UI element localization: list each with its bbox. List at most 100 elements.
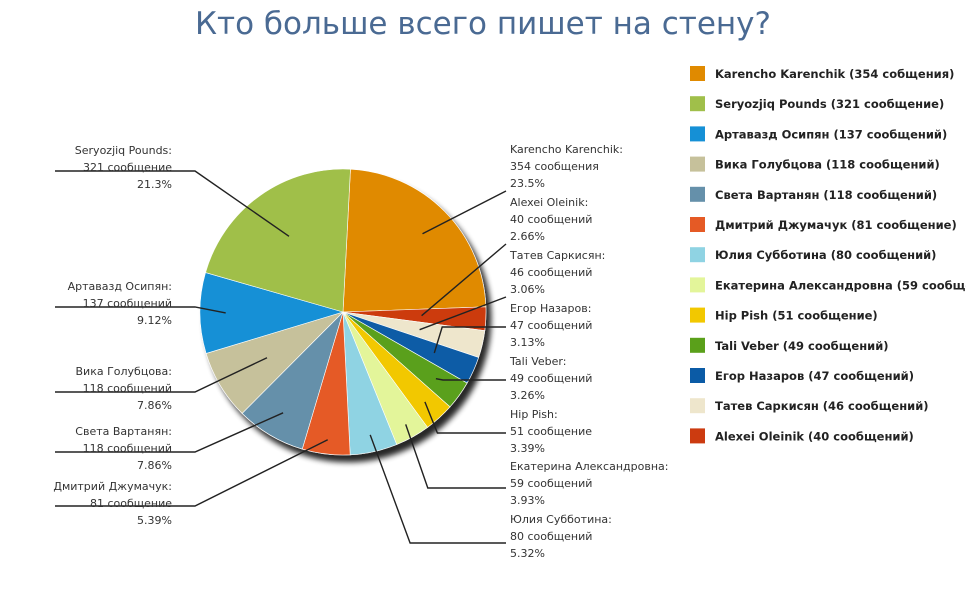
data-label-slice-12: Артавазд Осипян: 137 сообщений 9.12% [68,280,172,327]
data-label-value_label: 49 сообщений [510,372,592,385]
data-label-slice-4: Егор Назаров: 47 сообщений 3.13% [510,302,592,349]
data-label-value_label: 40 сообщений [510,213,592,226]
data-label-name: Татев Саркисян: [509,249,605,262]
data-label-karencho-karenchik: Karencho Karenchik: 354 сообщения 23.5% [510,143,623,190]
data-label-percent: 5.39% [137,514,172,527]
data-label-tali-veber: Tali Veber: 49 сообщений 3.26% [509,355,592,402]
legend-item-tali-veber: Tali Veber (49 сообщений) [690,337,889,353]
data-label-value_label: 59 сообщений [510,477,592,490]
legend-label: Tali Veber (49 сообщений) [715,339,889,353]
leader-line-slice-9 [55,439,329,507]
pie [199,168,487,456]
data-label-name: Alexei Oleinik: [510,196,588,209]
data-label-name: Егор Назаров: [510,302,591,315]
legend-label: Karencho Karenchik (354 собщения) [715,67,954,81]
legend-item-alexei-oleinik: Alexei Oleinik (40 сообщений) [690,428,914,444]
data-label-percent: 3.26% [510,389,545,402]
data-label-slice-11: Вика Голубцова: 118 сообщений 7.86% [76,365,173,412]
data-label-name: Tali Veber: [509,355,566,368]
data-label-value_label: 118 сообщений [83,442,172,455]
legend-item-slice-3: Артавазд Осипян (137 сообщений) [690,126,947,142]
leader-line-karencho-karenchik [422,190,507,235]
legend-item-slice-12: Татев Саркисян (46 сообщений) [690,398,929,414]
data-label-percent: 23.5% [510,177,545,190]
data-label-percent: 3.93% [510,494,545,507]
legend-swatch [690,307,705,323]
data-label-name: Юлия Субботина: [510,513,612,526]
data-label-name: Вика Голубцова: [76,365,173,378]
legend-item-hip-pish: Hip Pish (51 сообщение) [690,307,878,323]
data-label-percent: 9.12% [137,314,172,327]
legend-label: Света Вартанян (118 сообщений) [715,188,937,202]
data-label-name: Seryozjiq Pounds: [75,144,172,157]
legend-item-slice-4: Вика Голубцова (118 сообщений) [690,156,940,172]
legend-label: Seryozjiq Pounds (321 сообщение) [715,97,944,111]
legend-label: Alexei Oleinik (40 сообщений) [715,429,914,443]
data-label-slice-9: Дмитрий Джумачук: 81 сообщение 5.39% [53,480,172,527]
data-label-name: Екатерина Александровна: [510,460,668,473]
data-label-value_label: 137 сообщений [83,297,172,310]
leader-line-slice-12 [55,306,226,314]
legend: Karencho Karenchik (354 собщения) Seryozj… [690,66,966,444]
legend-item-seryozjiq-pounds: Seryozjiq Pounds (321 сообщение) [690,96,944,112]
data-label-value_label: 321 сообщение [83,161,172,174]
data-label-name: Света Вартанян: [75,425,172,438]
data-label-percent: 3.13% [510,336,545,349]
legend-item-slice-8: Екатерина Александровна (59 сообщений) [690,277,966,293]
data-labels: Karencho Karenchik: 354 сообщения 23.5% Ale… [53,143,668,560]
legend-swatch [690,217,705,232]
legend-swatch [690,96,705,112]
legend-swatch [690,186,705,202]
chart-title: Кто больше всего пишет на стену? [195,6,771,42]
data-label-value_label: 354 сообщения [510,160,599,173]
data-label-percent: 7.86% [137,459,172,472]
data-label-name: Hip Pish: [510,408,558,421]
data-label-seryozjiq-pounds: Seryozjiq Pounds: 321 сообщение 21.3% [75,144,172,191]
data-label-alexei-oleinik: Alexei Oleinik: 40 сообщений 2.66% [510,196,592,243]
data-label-percent: 21.3% [137,178,172,191]
legend-label: Юлия Субботина (80 сообщений) [715,248,936,262]
legend-item-slice-5: Света Вартанян (118 сообщений) [690,186,937,202]
pie-slice-slice-12 [199,272,345,354]
data-label-value_label: 80 сообщений [510,530,592,543]
leader-line-alexei-oleinik [421,243,507,317]
leader-lines [55,170,507,544]
legend-label: Вика Голубцова (118 сообщений) [715,158,940,172]
legend-swatch [690,277,705,293]
leader-line-slice-11 [55,357,268,393]
legend-label: Hip Pish (51 сообщение) [715,309,878,323]
legend-swatch [690,247,705,263]
legend-item-slice-7: Юлия Субботина (80 сообщений) [690,247,936,263]
data-label-slice-3: Татев Саркисян: 46 сообщений 3.06% [509,249,605,296]
data-label-percent: 7.86% [137,399,172,412]
data-label-name: Артавазд Осипян: [68,280,172,293]
legend-swatch [690,337,705,353]
data-label-slice-8: Юлия Субботина: 80 сообщений 5.32% [510,513,612,560]
leader-line-slice-8 [369,434,506,544]
legend-swatch [690,156,705,172]
data-label-name: Karencho Karenchik: [510,143,623,156]
legend-label: Артавазд Осипян (137 сообщений) [715,127,947,141]
legend-swatch [690,368,705,383]
data-label-hip-pish: Hip Pish: 51 сообщение 3.39% [510,408,592,455]
legend-item-slice-6: Дмитрий Джумачук (81 сообщение) [690,217,957,232]
legend-swatch [690,428,705,444]
leader-line-seryozjiq-pounds [55,170,290,237]
leader-line-slice-10 [55,412,284,453]
pie-slice-seryozjiq-pounds [205,168,351,313]
legend-label: Дмитрий Джумачук (81 сообщение) [715,218,957,232]
data-label-value_label: 47 сообщений [510,319,592,332]
leader-line-tali-veber [435,378,506,381]
data-label-value_label: 81 сообщение [90,497,172,510]
leader-line-slice-3 [419,296,507,331]
data-label-value_label: 118 сообщений [83,382,172,395]
legend-label: Татев Саркисян (46 сообщений) [715,399,929,413]
data-label-percent: 3.06% [510,283,545,296]
data-label-value_label: 51 сообщение [510,425,592,438]
legend-item-slice-11: Егор Назаров (47 сообщений) [690,368,914,383]
legend-swatch [690,66,705,81]
legend-label: Екатерина Александровна (59 сообщений) [715,278,966,292]
legend-swatch [690,398,705,414]
data-label-name: Дмитрий Джумачук: [53,480,172,493]
